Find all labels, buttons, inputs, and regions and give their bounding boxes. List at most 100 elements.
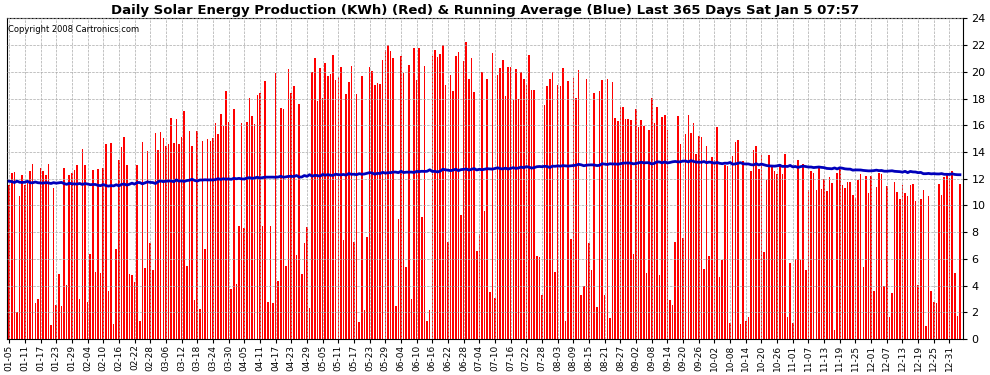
Bar (147, 151, 148, 339)
Bar (738, 140, 739, 339)
Bar (722, 260, 723, 339)
Bar (682, 238, 684, 339)
Bar (11, 172, 13, 339)
Bar (162, 138, 164, 339)
Bar (638, 127, 640, 339)
Bar (167, 144, 169, 339)
Bar (523, 79, 525, 339)
Bar (463, 61, 464, 339)
Bar (703, 269, 705, 339)
Bar (658, 275, 660, 339)
Bar (309, 308, 310, 339)
Bar (628, 119, 629, 339)
Bar (293, 86, 295, 339)
Bar (797, 160, 799, 339)
Bar (327, 76, 329, 339)
Bar (170, 118, 172, 339)
Bar (272, 303, 274, 339)
Bar (87, 302, 88, 339)
Bar (669, 300, 671, 339)
Bar (928, 196, 930, 339)
Bar (280, 108, 281, 339)
Bar (14, 172, 15, 339)
Bar (518, 99, 520, 339)
Bar (116, 249, 117, 339)
Bar (564, 321, 566, 339)
Bar (27, 183, 29, 339)
Bar (776, 174, 778, 339)
Bar (499, 68, 501, 339)
Bar (277, 281, 279, 339)
Bar (936, 303, 938, 339)
Bar (956, 316, 958, 339)
Bar (267, 302, 268, 339)
Bar (711, 157, 713, 339)
Bar (912, 184, 914, 339)
Bar (247, 122, 248, 339)
Bar (918, 285, 919, 339)
Bar (52, 188, 54, 339)
Bar (915, 201, 917, 339)
Bar (95, 272, 96, 339)
Bar (411, 298, 412, 339)
Bar (750, 171, 751, 339)
Bar (30, 171, 31, 339)
Bar (223, 126, 224, 339)
Bar (424, 66, 426, 339)
Bar (413, 48, 415, 339)
Bar (218, 134, 219, 339)
Bar (210, 141, 211, 339)
Bar (427, 321, 428, 339)
Bar (437, 57, 439, 339)
Bar (457, 52, 459, 339)
Bar (534, 90, 535, 339)
Bar (66, 285, 67, 339)
Bar (946, 176, 947, 339)
Bar (129, 274, 130, 339)
Bar (212, 138, 214, 339)
Bar (857, 180, 859, 339)
Bar (865, 176, 866, 339)
Bar (68, 175, 70, 339)
Bar (745, 321, 746, 339)
Bar (259, 93, 260, 339)
Bar (800, 260, 801, 339)
Bar (239, 226, 240, 339)
Bar (390, 51, 391, 339)
Bar (730, 323, 731, 339)
Bar (335, 80, 337, 339)
Bar (296, 255, 297, 339)
Bar (832, 183, 833, 339)
Bar (747, 317, 749, 339)
Bar (60, 306, 62, 339)
Bar (35, 303, 36, 339)
Bar (873, 291, 874, 339)
Bar (228, 122, 230, 339)
Bar (175, 118, 177, 339)
Bar (636, 109, 637, 339)
Bar (839, 169, 841, 339)
Bar (834, 330, 836, 339)
Bar (134, 282, 136, 339)
Bar (152, 270, 153, 339)
Bar (416, 80, 418, 339)
Bar (615, 118, 616, 339)
Bar (435, 50, 436, 339)
Bar (854, 198, 856, 339)
Bar (714, 160, 715, 339)
Bar (803, 164, 804, 339)
Bar (593, 93, 595, 339)
Bar (666, 130, 668, 339)
Bar (620, 107, 621, 339)
Bar (50, 325, 51, 339)
Bar (784, 154, 786, 339)
Bar (948, 178, 950, 339)
Bar (829, 177, 831, 339)
Bar (795, 260, 796, 339)
Bar (154, 133, 156, 339)
Bar (513, 100, 514, 339)
Bar (685, 134, 686, 339)
Bar (677, 116, 678, 339)
Bar (283, 109, 284, 339)
Bar (275, 73, 276, 339)
